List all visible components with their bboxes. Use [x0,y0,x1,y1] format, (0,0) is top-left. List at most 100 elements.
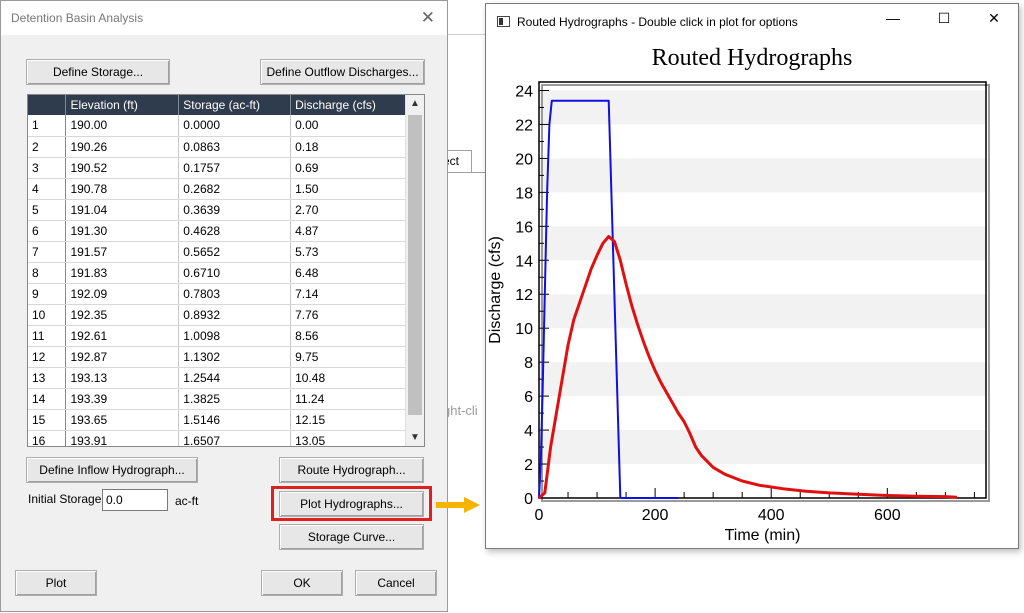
storage-cell[interactable]: 1.5146 [178,409,292,431]
storage-curve-button[interactable]: Storage Curve... [279,524,424,550]
elevation-cell[interactable]: 191.04 [65,199,180,221]
discharge-cell[interactable]: 6.48 [290,262,406,284]
scroll-thumb[interactable] [408,115,422,415]
discharge-cell[interactable]: 1.50 [290,178,406,200]
discharge-cell[interactable]: 12.15 [290,409,406,431]
elevation-cell[interactable]: 190.78 [65,178,180,200]
define-outflow-button[interactable]: Define Outflow Discharges... [260,59,425,85]
row-index[interactable]: 10 [28,304,67,326]
elevation-cell[interactable]: 192.87 [65,346,180,368]
elevation-cell[interactable]: 191.57 [65,241,180,263]
storage-cell[interactable]: 0.2682 [178,178,292,200]
row-index[interactable]: 16 [28,430,67,446]
row-index[interactable]: 5 [28,199,67,221]
storage-cell[interactable]: 1.6507 [178,430,292,446]
route-hydrograph-button[interactable]: Route Hydrograph... [279,457,424,483]
elevation-cell[interactable]: 193.13 [65,367,180,389]
table-row[interactable]: 2 190.26 0.0863 0.18 [28,136,406,158]
elevation-cell[interactable]: 193.39 [65,388,180,410]
ok-button[interactable]: OK [261,570,343,596]
storage-cell[interactable]: 0.8932 [178,304,292,326]
discharge-cell[interactable]: 0.00 [290,115,406,137]
plot-hydrographs-button[interactable]: Plot Hydrographs... [279,491,424,517]
storage-cell[interactable]: 1.2544 [178,367,292,389]
elevation-cell[interactable]: 193.65 [65,409,180,431]
discharge-cell[interactable]: 10.48 [290,367,406,389]
initial-storage-input[interactable] [102,489,168,511]
storage-cell[interactable]: 0.4628 [178,220,292,242]
elevation-cell[interactable]: 192.09 [65,283,180,305]
table-row[interactable]: 13 193.13 1.2544 10.48 [28,367,406,389]
discharge-cell[interactable]: 8.56 [290,325,406,347]
discharge-cell[interactable]: 5.73 [290,241,406,263]
discharge-cell[interactable]: 11.24 [290,388,406,410]
discharge-cell[interactable]: 7.76 [290,304,406,326]
table-row[interactable]: 10 192.35 0.8932 7.76 [28,304,406,326]
elevation-cell[interactable]: 191.30 [65,220,180,242]
define-storage-button[interactable]: Define Storage... [26,59,170,85]
table-row[interactable]: 15 193.65 1.5146 12.15 [28,409,406,431]
row-index[interactable]: 9 [28,283,67,305]
minimize-icon[interactable]: — [886,10,900,26]
close-icon[interactable]: ✕ [420,8,435,27]
table-row[interactable]: 8 191.83 0.6710 6.48 [28,262,406,284]
storage-cell[interactable]: 0.6710 [178,262,292,284]
elevation-cell[interactable]: 190.26 [65,136,180,158]
elevation-cell[interactable]: 191.83 [65,262,180,284]
row-index[interactable]: 1 [28,115,67,137]
table-row[interactable]: 12 192.87 1.1302 9.75 [28,346,406,368]
row-index[interactable]: 2 [28,136,67,158]
plot-button[interactable]: Plot [15,570,97,596]
storage-cell[interactable]: 1.3825 [178,388,292,410]
elevation-cell[interactable]: 190.52 [65,157,180,179]
elevation-cell[interactable]: 192.61 [65,325,180,347]
elevation-cell[interactable]: 190.00 [65,115,180,137]
storage-cell[interactable]: 1.1302 [178,346,292,368]
row-index[interactable]: 13 [28,367,67,389]
discharge-cell[interactable]: 4.87 [290,220,406,242]
discharge-cell[interactable]: 13.05 [290,430,406,446]
table-row[interactable]: 16 193.91 1.6507 13.05 [28,430,406,446]
table-row[interactable]: 4 190.78 0.2682 1.50 [28,178,406,200]
table-row[interactable]: 7 191.57 0.5652 5.73 [28,241,406,263]
table-row[interactable]: 6 191.30 0.4628 4.87 [28,220,406,242]
column-header-storage[interactable]: Storage (ac-ft) [178,95,292,115]
table-scrollbar[interactable]: ▲ ▼ [405,95,424,446]
elevation-cell[interactable]: 192.35 [65,304,180,326]
storage-cell[interactable]: 0.1757 [178,157,292,179]
table-row[interactable]: 11 192.61 1.0098 8.56 [28,325,406,347]
elevation-cell[interactable]: 193.91 [65,430,180,446]
hydrograph-chart[interactable]: Routed Hydrographs0246810121416182022240… [486,38,1018,548]
row-index[interactable]: 8 [28,262,67,284]
close-icon[interactable]: ✕ [988,10,1000,26]
discharge-cell[interactable]: 9.75 [290,346,406,368]
table-row[interactable]: 5 191.04 0.3639 2.70 [28,199,406,221]
define-inflow-button[interactable]: Define Inflow Hydrograph... [26,457,198,483]
storage-cell[interactable]: 0.7803 [178,283,292,305]
row-index[interactable]: 12 [28,346,67,368]
row-index[interactable]: 7 [28,241,67,263]
discharge-cell[interactable]: 7.14 [290,283,406,305]
storage-table[interactable]: Elevation (ft) Storage (ac-ft) Discharge… [27,94,425,447]
discharge-cell[interactable]: 2.70 [290,199,406,221]
table-row[interactable]: 1 190.00 0.0000 0.00 [28,115,406,137]
row-index[interactable]: 14 [28,388,67,410]
storage-cell[interactable]: 1.0098 [178,325,292,347]
storage-cell[interactable]: 0.3639 [178,199,292,221]
cancel-button[interactable]: Cancel [355,570,437,596]
row-index[interactable]: 3 [28,157,67,179]
row-index[interactable]: 4 [28,178,67,200]
scroll-down-icon[interactable]: ▼ [410,432,420,443]
storage-cell[interactable]: 0.0000 [178,115,292,137]
table-row[interactable]: 14 193.39 1.3825 11.24 [28,388,406,410]
storage-cell[interactable]: 0.5652 [178,241,292,263]
row-index[interactable]: 6 [28,220,67,242]
row-index[interactable]: 11 [28,325,67,347]
maximize-icon[interactable]: ☐ [937,10,951,26]
storage-cell[interactable]: 0.0863 [178,136,292,158]
scroll-up-icon[interactable]: ▲ [410,98,420,109]
discharge-cell[interactable]: 0.69 [290,157,406,179]
row-index[interactable]: 15 [28,409,67,431]
column-header-elevation[interactable]: Elevation (ft) [65,95,180,115]
table-row[interactable]: 9 192.09 0.7803 7.14 [28,283,406,305]
